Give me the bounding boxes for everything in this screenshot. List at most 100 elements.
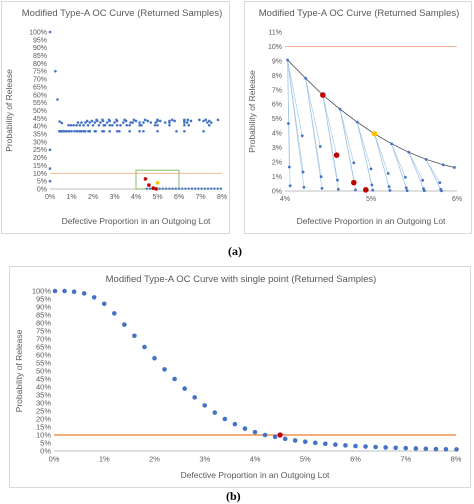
connector-line (322, 94, 337, 156)
data-point (78, 129, 82, 133)
data-point (171, 187, 174, 190)
data-point (212, 410, 218, 415)
data-point (319, 175, 323, 179)
data-point (206, 187, 210, 190)
data-point (91, 295, 97, 300)
data-point (48, 167, 52, 170)
data-point (393, 445, 399, 451)
x-tick-label: 4% (280, 196, 290, 203)
data-point (174, 187, 177, 190)
y-axis-label: Probability of Release (247, 70, 257, 153)
data-point (156, 123, 159, 127)
subfigure-label-b: (b) (226, 489, 241, 503)
y-tick-label: 85% (36, 311, 51, 320)
data-point (336, 178, 339, 182)
chart-b: Modified Type-A OC Curve with single poi… (14, 274, 462, 480)
y-tick-label: 3% (272, 145, 282, 152)
data-point (338, 107, 342, 111)
y-tick-label: 40% (36, 383, 51, 392)
data-point (288, 184, 292, 188)
data-point (108, 129, 112, 133)
data-point (129, 121, 132, 124)
connector-line (408, 152, 423, 181)
data-point (219, 187, 223, 190)
y-tick-label: 95% (33, 37, 47, 44)
y-tick-label: 55% (36, 359, 51, 368)
data-point (386, 172, 390, 175)
data-point (97, 123, 101, 127)
data-point (207, 119, 211, 123)
data-point (187, 187, 190, 190)
y-tick-label: 80% (33, 61, 47, 68)
data-point (142, 121, 145, 124)
data-point (173, 119, 176, 123)
y-tick-label: 5% (37, 179, 47, 186)
data-point (112, 311, 117, 316)
data-point (407, 150, 411, 154)
data-point (54, 69, 57, 73)
data-point (286, 58, 289, 62)
data-point (210, 187, 213, 190)
data-point (142, 129, 145, 133)
data-point (170, 118, 174, 122)
x-axis-label: Defective Proportion in an Outgoing Lot (181, 470, 330, 480)
data-point (143, 118, 147, 122)
highlight-point (151, 186, 155, 190)
chart-panel-a-left: Modified Type-A OC Curve (Returned Sampl… (1, 1, 230, 234)
data-point (119, 123, 122, 127)
y-tick-label: 90% (36, 303, 51, 312)
data-point (354, 188, 357, 192)
data-point (76, 121, 80, 124)
data-point (405, 189, 409, 192)
data-point (142, 344, 147, 350)
highlight-point (351, 179, 357, 186)
data-point (121, 121, 125, 124)
data-point (287, 122, 290, 125)
upper-envelope-line (287, 59, 455, 168)
data-point (118, 129, 121, 133)
data-point (85, 119, 89, 123)
data-point (185, 121, 189, 124)
y-tick-label: 7% (272, 87, 282, 94)
connector-line (391, 143, 408, 191)
data-point (156, 119, 159, 123)
data-point (158, 187, 161, 190)
data-point (370, 183, 374, 187)
data-point (300, 134, 304, 138)
data-point (161, 187, 165, 190)
data-point (333, 442, 338, 447)
data-point (318, 145, 322, 148)
data-point (175, 129, 178, 133)
data-point (183, 129, 186, 133)
y-tick-label: 35% (36, 391, 51, 400)
x-tick-label: 1% (66, 194, 76, 201)
x-tick-label: 0% (45, 194, 55, 201)
y-tick-label: 70% (33, 77, 47, 84)
y-tick-label: 15% (36, 423, 51, 432)
connector-line (356, 121, 372, 169)
y-tick-label: 75% (33, 69, 47, 76)
data-point (252, 429, 258, 435)
y-tick-label: 70% (36, 335, 51, 344)
data-point (111, 123, 114, 127)
y-tick-label: 20% (36, 415, 51, 424)
y-tick-label: 5% (40, 439, 51, 448)
connector-line (305, 78, 321, 147)
y-tick-label: 50% (36, 367, 51, 376)
y-tick-label: 65% (36, 343, 51, 352)
data-point (128, 129, 131, 133)
data-point (99, 121, 102, 124)
x-tick-label: 5% (366, 196, 376, 203)
data-point (140, 123, 143, 127)
data-point (88, 121, 92, 124)
data-point (424, 157, 428, 161)
data-point (183, 123, 186, 127)
x-tick-label: 8% (217, 194, 227, 201)
data-point (206, 121, 209, 124)
data-point (58, 120, 61, 123)
data-point (387, 185, 391, 189)
highlight-point (154, 187, 159, 191)
y-tick-label: 40% (33, 124, 47, 131)
data-point (48, 148, 52, 152)
data-point (422, 189, 426, 193)
